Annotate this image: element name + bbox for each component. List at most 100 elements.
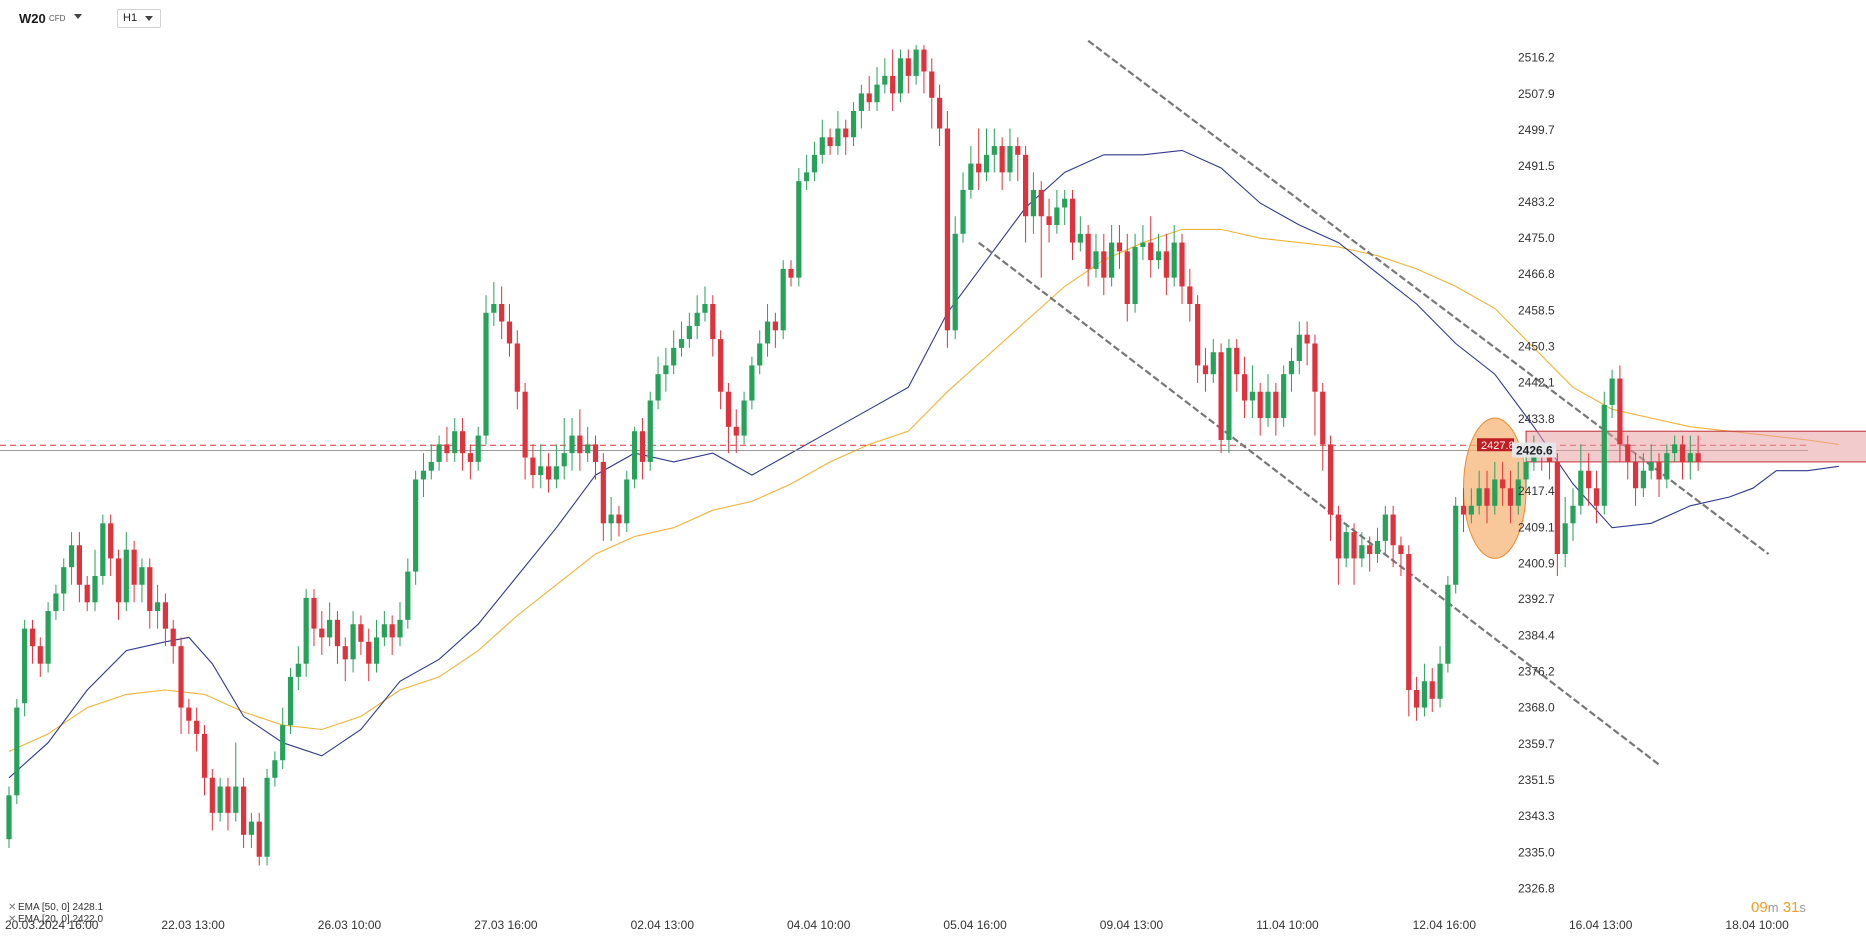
close-icon[interactable]: ✕: [8, 902, 17, 913]
candle-body: [162, 602, 168, 629]
candle-body: [1664, 453, 1670, 480]
candle-body: [819, 137, 825, 155]
candle: [952, 216, 958, 340]
candle: [1468, 488, 1474, 524]
candle-body: [796, 181, 802, 278]
candle-body: [968, 163, 974, 190]
channel-trendline: [978, 241, 1660, 766]
candle: [139, 558, 145, 603]
candle: [1515, 461, 1521, 515]
candle-body: [561, 453, 567, 467]
candle: [1171, 225, 1177, 287]
y-tick-label: 2499.7: [1518, 123, 1555, 137]
candle: [1249, 365, 1255, 419]
candle: [1374, 527, 1381, 563]
candle: [256, 812, 262, 866]
candle: [545, 453, 552, 493]
candle: [968, 146, 974, 199]
candle-body: [100, 523, 106, 576]
candle: [725, 382, 732, 454]
candle-body: [960, 189, 966, 234]
candle: [1351, 523, 1357, 585]
candle: [53, 584, 59, 620]
candles-layer: [6, 45, 1701, 866]
candle-body: [1062, 198, 1068, 208]
candle: [1664, 444, 1670, 489]
candle-body: [1015, 146, 1021, 155]
candle: [600, 453, 606, 541]
candle: [1148, 216, 1154, 278]
candle-body: [1421, 681, 1428, 708]
candle: [68, 532, 75, 585]
close-icon[interactable]: ✕: [8, 914, 17, 925]
candle: [976, 128, 982, 190]
candle: [123, 532, 129, 612]
candle-body: [1523, 461, 1529, 480]
candle: [772, 312, 778, 348]
candle: [1632, 453, 1639, 506]
symbol-dropdown-chevron-down-icon[interactable]: [74, 14, 82, 19]
candle: [530, 444, 536, 489]
candle-body: [1617, 378, 1623, 445]
candle-body: [209, 777, 215, 813]
symbol-name[interactable]: W20: [19, 11, 46, 26]
candle: [506, 303, 513, 357]
timeframe-select[interactable]: H1: [117, 9, 161, 28]
candle: [514, 330, 520, 410]
candle: [897, 49, 904, 103]
candle: [1202, 347, 1209, 392]
candle-body: [1672, 444, 1678, 454]
candle: [1124, 233, 1130, 322]
candle: [475, 426, 481, 471]
candle-body: [702, 303, 708, 313]
candle-body: [1101, 251, 1107, 278]
candle-body: [608, 514, 614, 524]
candle-body: [1601, 404, 1607, 506]
candle: [366, 628, 372, 682]
x-tick-label: 09.04 13:00: [1100, 918, 1164, 932]
candle: [1367, 536, 1373, 572]
candle: [655, 356, 661, 410]
candle: [1187, 268, 1193, 322]
candle-body: [1140, 242, 1146, 247]
candle: [1046, 198, 1052, 243]
candle: [1140, 225, 1146, 261]
candle: [1437, 646, 1443, 708]
candle: [350, 611, 356, 673]
candle: [92, 549, 98, 612]
candle-body: [1077, 233, 1083, 243]
candle: [1507, 470, 1514, 524]
candle: [295, 646, 301, 691]
ema20-line: [8, 149, 1839, 779]
candle-body: [1648, 461, 1654, 471]
candle: [1023, 146, 1029, 243]
candle: [585, 426, 591, 462]
candle: [991, 128, 997, 173]
candle: [1210, 339, 1216, 383]
candle: [459, 418, 466, 471]
timer-minutes-unit: m: [1767, 900, 1779, 915]
candle-body: [1578, 470, 1584, 506]
candle-body: [84, 584, 90, 603]
candle-body: [600, 461, 606, 524]
y-tick-label: 2442.1: [1518, 376, 1555, 390]
y-tick-label: 2507.9: [1518, 87, 1555, 101]
x-tick-label: 11.04 10:00: [1256, 918, 1319, 932]
candle: [1195, 295, 1201, 383]
candle-body: [1374, 540, 1381, 555]
candle: [960, 172, 966, 243]
candle-body: [663, 365, 669, 375]
candle-body: [373, 637, 380, 664]
candle: [108, 514, 114, 576]
candle: [248, 812, 255, 848]
candle-body: [811, 154, 818, 173]
candle-body: [1132, 246, 1138, 304]
legend-ema20: ✕ EMA [20, 0] 2422.0: [8, 914, 103, 925]
candle: [1116, 225, 1123, 269]
candle: [1163, 233, 1169, 296]
candle-body: [890, 75, 896, 94]
candle-body: [1234, 347, 1240, 375]
candle: [639, 418, 646, 480]
candle: [1343, 523, 1349, 568]
